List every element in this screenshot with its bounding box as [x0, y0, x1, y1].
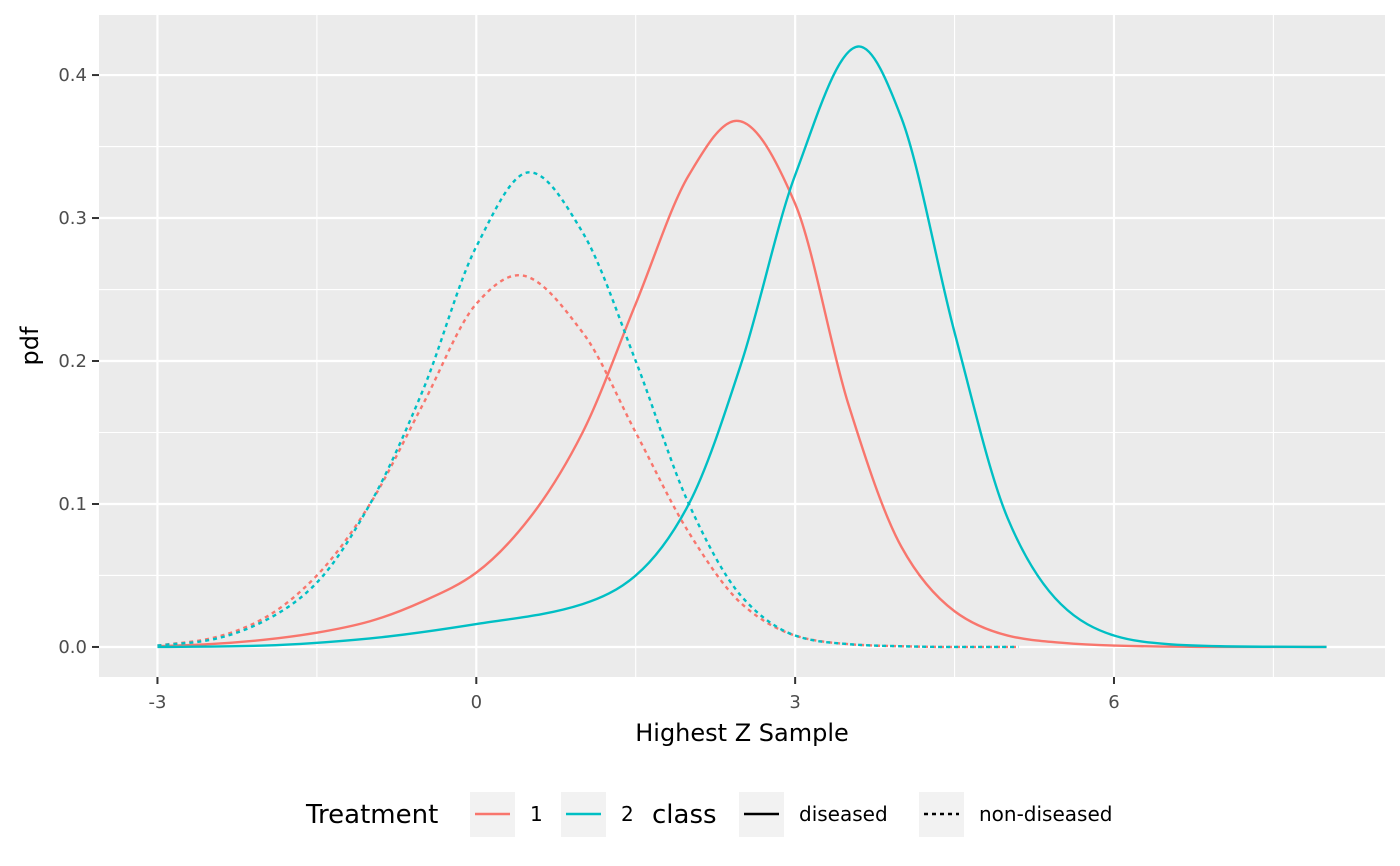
y-tick-label: 0.2	[58, 351, 87, 372]
legend-label: diseased	[799, 802, 888, 826]
x-axis-title: Highest Z Sample	[635, 719, 849, 747]
x-tick-label: 6	[1108, 692, 1119, 713]
plot-panel	[99, 15, 1385, 677]
x-tick-label: 3	[789, 692, 800, 713]
legend: Treatment 1 2 class diseased non-diseased	[305, 792, 1112, 837]
minor-gridlines	[99, 15, 1385, 677]
series-line-treatment-2-diseased	[157, 45, 1327, 649]
series-lines	[157, 45, 1327, 649]
x-tick-label: 0	[471, 692, 482, 713]
legend-title: class	[652, 800, 717, 830]
series-line-treatment-2-non-diseased	[157, 171, 1019, 649]
x-tick-label: -3	[148, 692, 166, 713]
y-tick-label: 0.1	[58, 494, 87, 515]
y-tick-label: 0.0	[58, 637, 87, 658]
y-axis: 0.0 0.1 0.2 0.3 0.4	[58, 65, 99, 658]
legend-label: 2	[621, 802, 634, 826]
series-line-treatment-1-diseased	[157, 119, 1327, 649]
y-tick-label: 0.4	[58, 65, 87, 86]
series-line-treatment-1-non-diseased	[157, 274, 1019, 649]
legend-label: 1	[530, 802, 543, 826]
legend-label: non-diseased	[979, 802, 1112, 826]
x-axis: -3 0 3 6	[148, 677, 1120, 713]
legend-title: Treatment	[305, 800, 438, 830]
y-axis-title: pdf	[16, 326, 44, 365]
y-tick-label: 0.3	[58, 208, 87, 229]
